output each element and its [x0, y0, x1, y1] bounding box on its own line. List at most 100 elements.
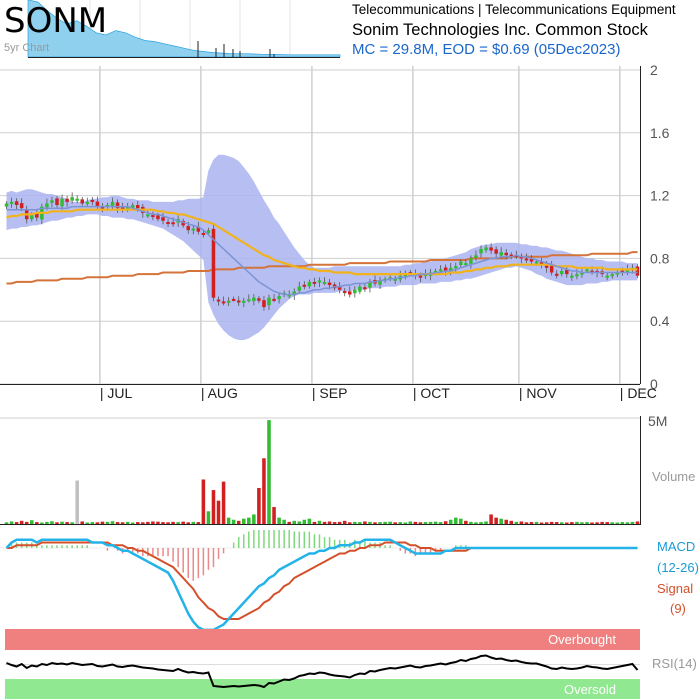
- candles: [4, 192, 640, 311]
- candle-body: [327, 282, 332, 286]
- candle-body: [353, 289, 357, 294]
- volume-bar: [272, 507, 276, 524]
- candle-body: [448, 267, 453, 273]
- candle-body: [539, 262, 544, 265]
- moving-average-long: [6, 251, 638, 285]
- volume-bar: [448, 519, 453, 524]
- candle-body: [247, 299, 251, 302]
- volume-bar: [554, 522, 559, 524]
- candle-body: [635, 266, 640, 276]
- volume-bar: [252, 514, 256, 524]
- volume-bar: [625, 522, 630, 524]
- volume-bar: [610, 522, 615, 524]
- candle-body: [60, 198, 64, 207]
- volume-bar: [388, 521, 392, 524]
- volume-bar: [590, 522, 594, 524]
- volume-bar: [514, 521, 519, 524]
- thumbnail-label: 5yr Chart: [4, 42, 49, 54]
- volume-bar: [635, 521, 640, 524]
- volume-bar: [595, 522, 599, 524]
- candle-body: [620, 270, 625, 273]
- candle-body: [257, 298, 261, 301]
- volume-bar: [373, 522, 377, 524]
- candle-body: [559, 270, 564, 275]
- volume-bar: [221, 481, 226, 524]
- volume-bar: [469, 521, 473, 524]
- oversold-label: Oversold: [564, 682, 616, 697]
- volume-bar: [191, 521, 196, 524]
- candle-body: [337, 286, 342, 290]
- candle-body: [75, 198, 79, 201]
- volume-bar: [484, 521, 488, 524]
- candle-body: [100, 206, 105, 209]
- candle-body: [302, 284, 307, 287]
- candle-body: [211, 228, 216, 298]
- volume-bar: [428, 521, 433, 524]
- thumbnail[interactable]: [0, 0, 341, 58]
- candle-body: [45, 203, 49, 208]
- market-info: MC = 29.8M, EOD = $0.69 (05Dec2023): [352, 41, 620, 58]
- volume-bar: [45, 521, 49, 524]
- volume-bar: [161, 522, 165, 524]
- volume-bar: [580, 522, 584, 524]
- volume-bar: [257, 487, 261, 524]
- candle-body: [474, 255, 478, 258]
- volume-bar: [302, 519, 307, 524]
- macd-panel: MACD (12-26) Signal (9): [0, 530, 699, 632]
- volume-bar: [363, 521, 367, 524]
- month-label: | SEP: [312, 385, 348, 401]
- candle-body: [90, 199, 95, 202]
- volume-bar: [60, 521, 64, 524]
- volume-bar: [630, 521, 635, 524]
- volume-bar: [241, 518, 246, 524]
- volume-bar: [267, 420, 271, 524]
- volume-bar: [201, 479, 206, 524]
- candle-body: [110, 201, 115, 207]
- candle-body: [575, 274, 579, 277]
- volume-bar: [327, 521, 332, 524]
- candle-body: [307, 281, 312, 287]
- candle-body: [14, 201, 19, 206]
- candle-body: [393, 278, 397, 281]
- volume-bar: [307, 518, 312, 524]
- price-y-tick: 1.2: [650, 188, 670, 204]
- volume-bar: [95, 522, 100, 524]
- volume-bar: [4, 522, 9, 524]
- candle-body: [277, 296, 281, 300]
- candle-body: [347, 291, 352, 295]
- candle-body: [186, 226, 191, 231]
- volume-bar: [105, 521, 110, 524]
- macd-line: [5, 538, 638, 632]
- volume-bar: [549, 521, 554, 524]
- candle-body: [292, 291, 297, 296]
- volume-bar: [353, 521, 357, 524]
- overbought-label: Overbought: [548, 632, 616, 647]
- candle-body: [554, 273, 559, 276]
- price-panel: 0 0.4 0.8 1.2 1.6 2 | JUL | AUG | SEP | OCT | NOV…: [0, 62, 670, 401]
- volume-bar: [282, 519, 286, 524]
- volume-bar: [226, 517, 231, 524]
- candle-body: [70, 197, 74, 201]
- month-label: | JUL: [100, 385, 133, 401]
- candle-body: [241, 300, 246, 303]
- candle-body: [524, 258, 529, 261]
- candle-body: [489, 247, 493, 251]
- volume-bar: [171, 521, 175, 524]
- volume-bar: [262, 458, 266, 524]
- volume-bar: [115, 522, 120, 524]
- macd-histogram: [10, 530, 467, 581]
- volume-bar: [494, 517, 498, 524]
- volume-bar: [176, 522, 180, 524]
- volume-bar: [524, 522, 529, 524]
- volume-bar: [403, 522, 408, 524]
- volume-bar: [75, 480, 79, 524]
- volume-bar: [408, 521, 413, 524]
- volume-bar: [14, 522, 19, 524]
- company-name: Sonim Technologies Inc. Common Stock: [352, 21, 649, 39]
- macd-params: (12-26): [657, 560, 699, 575]
- volume-bar: [499, 518, 503, 524]
- candle-body: [221, 301, 226, 304]
- candle-body: [464, 263, 468, 266]
- candle-body: [216, 299, 221, 302]
- volume-bar: [151, 521, 155, 524]
